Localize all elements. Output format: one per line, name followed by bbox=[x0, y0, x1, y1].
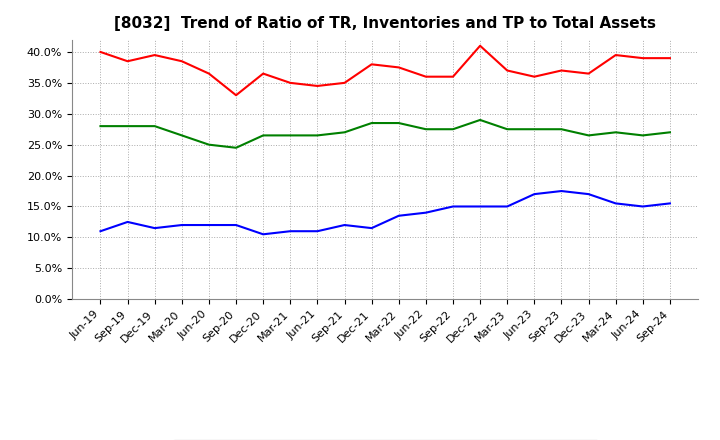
Title: [8032]  Trend of Ratio of TR, Inventories and TP to Total Assets: [8032] Trend of Ratio of TR, Inventories… bbox=[114, 16, 656, 32]
Inventories bbox=[123, 219, 132, 224]
Trade Payables bbox=[639, 133, 647, 138]
Trade Payables bbox=[313, 133, 322, 138]
Inventories bbox=[503, 204, 511, 209]
Trade Receivables bbox=[639, 55, 647, 61]
Trade Payables bbox=[503, 127, 511, 132]
Inventories bbox=[639, 204, 647, 209]
Inventories bbox=[421, 210, 430, 215]
Inventories bbox=[584, 191, 593, 197]
Trade Receivables bbox=[665, 55, 674, 61]
Trade Payables bbox=[367, 121, 376, 126]
Inventories bbox=[341, 222, 349, 227]
Trade Receivables bbox=[286, 80, 294, 85]
Line: Inventories: Inventories bbox=[101, 191, 670, 234]
Line: Trade Receivables: Trade Receivables bbox=[101, 46, 670, 95]
Trade Receivables bbox=[395, 65, 403, 70]
Inventories bbox=[204, 222, 213, 227]
Inventories bbox=[611, 201, 620, 206]
Inventories bbox=[259, 231, 268, 237]
Trade Receivables bbox=[341, 80, 349, 85]
Inventories bbox=[530, 191, 539, 197]
Trade Receivables bbox=[584, 71, 593, 76]
Trade Receivables bbox=[178, 59, 186, 64]
Trade Payables bbox=[204, 142, 213, 147]
Trade Payables bbox=[341, 130, 349, 135]
Trade Receivables bbox=[259, 71, 268, 76]
Trade Payables bbox=[96, 124, 105, 129]
Trade Payables bbox=[449, 127, 457, 132]
Inventories bbox=[476, 204, 485, 209]
Trade Receivables bbox=[530, 74, 539, 79]
Trade Payables bbox=[286, 133, 294, 138]
Line: Trade Payables: Trade Payables bbox=[101, 120, 670, 148]
Trade Payables bbox=[530, 127, 539, 132]
Inventories bbox=[232, 222, 240, 227]
Trade Payables bbox=[232, 145, 240, 150]
Trade Payables bbox=[476, 117, 485, 123]
Trade Payables bbox=[178, 133, 186, 138]
Trade Receivables bbox=[232, 92, 240, 98]
Trade Receivables bbox=[503, 68, 511, 73]
Trade Payables bbox=[665, 130, 674, 135]
Inventories bbox=[96, 228, 105, 234]
Trade Receivables bbox=[150, 52, 159, 58]
Trade Receivables bbox=[204, 71, 213, 76]
Inventories bbox=[178, 222, 186, 227]
Inventories bbox=[395, 213, 403, 218]
Inventories bbox=[313, 228, 322, 234]
Trade Receivables bbox=[611, 52, 620, 58]
Trade Payables bbox=[584, 133, 593, 138]
Trade Payables bbox=[395, 121, 403, 126]
Inventories bbox=[150, 225, 159, 231]
Trade Payables bbox=[150, 124, 159, 129]
Trade Receivables bbox=[96, 49, 105, 55]
Inventories bbox=[557, 188, 566, 194]
Trade Receivables bbox=[449, 74, 457, 79]
Inventories bbox=[367, 225, 376, 231]
Trade Receivables bbox=[313, 83, 322, 88]
Trade Receivables bbox=[367, 62, 376, 67]
Trade Payables bbox=[557, 127, 566, 132]
Inventories bbox=[449, 204, 457, 209]
Trade Payables bbox=[123, 124, 132, 129]
Trade Payables bbox=[259, 133, 268, 138]
Trade Receivables bbox=[557, 68, 566, 73]
Trade Receivables bbox=[421, 74, 430, 79]
Trade Receivables bbox=[123, 59, 132, 64]
Inventories bbox=[286, 228, 294, 234]
Inventories bbox=[665, 201, 674, 206]
Trade Receivables bbox=[476, 43, 485, 48]
Trade Payables bbox=[611, 130, 620, 135]
Trade Payables bbox=[421, 127, 430, 132]
